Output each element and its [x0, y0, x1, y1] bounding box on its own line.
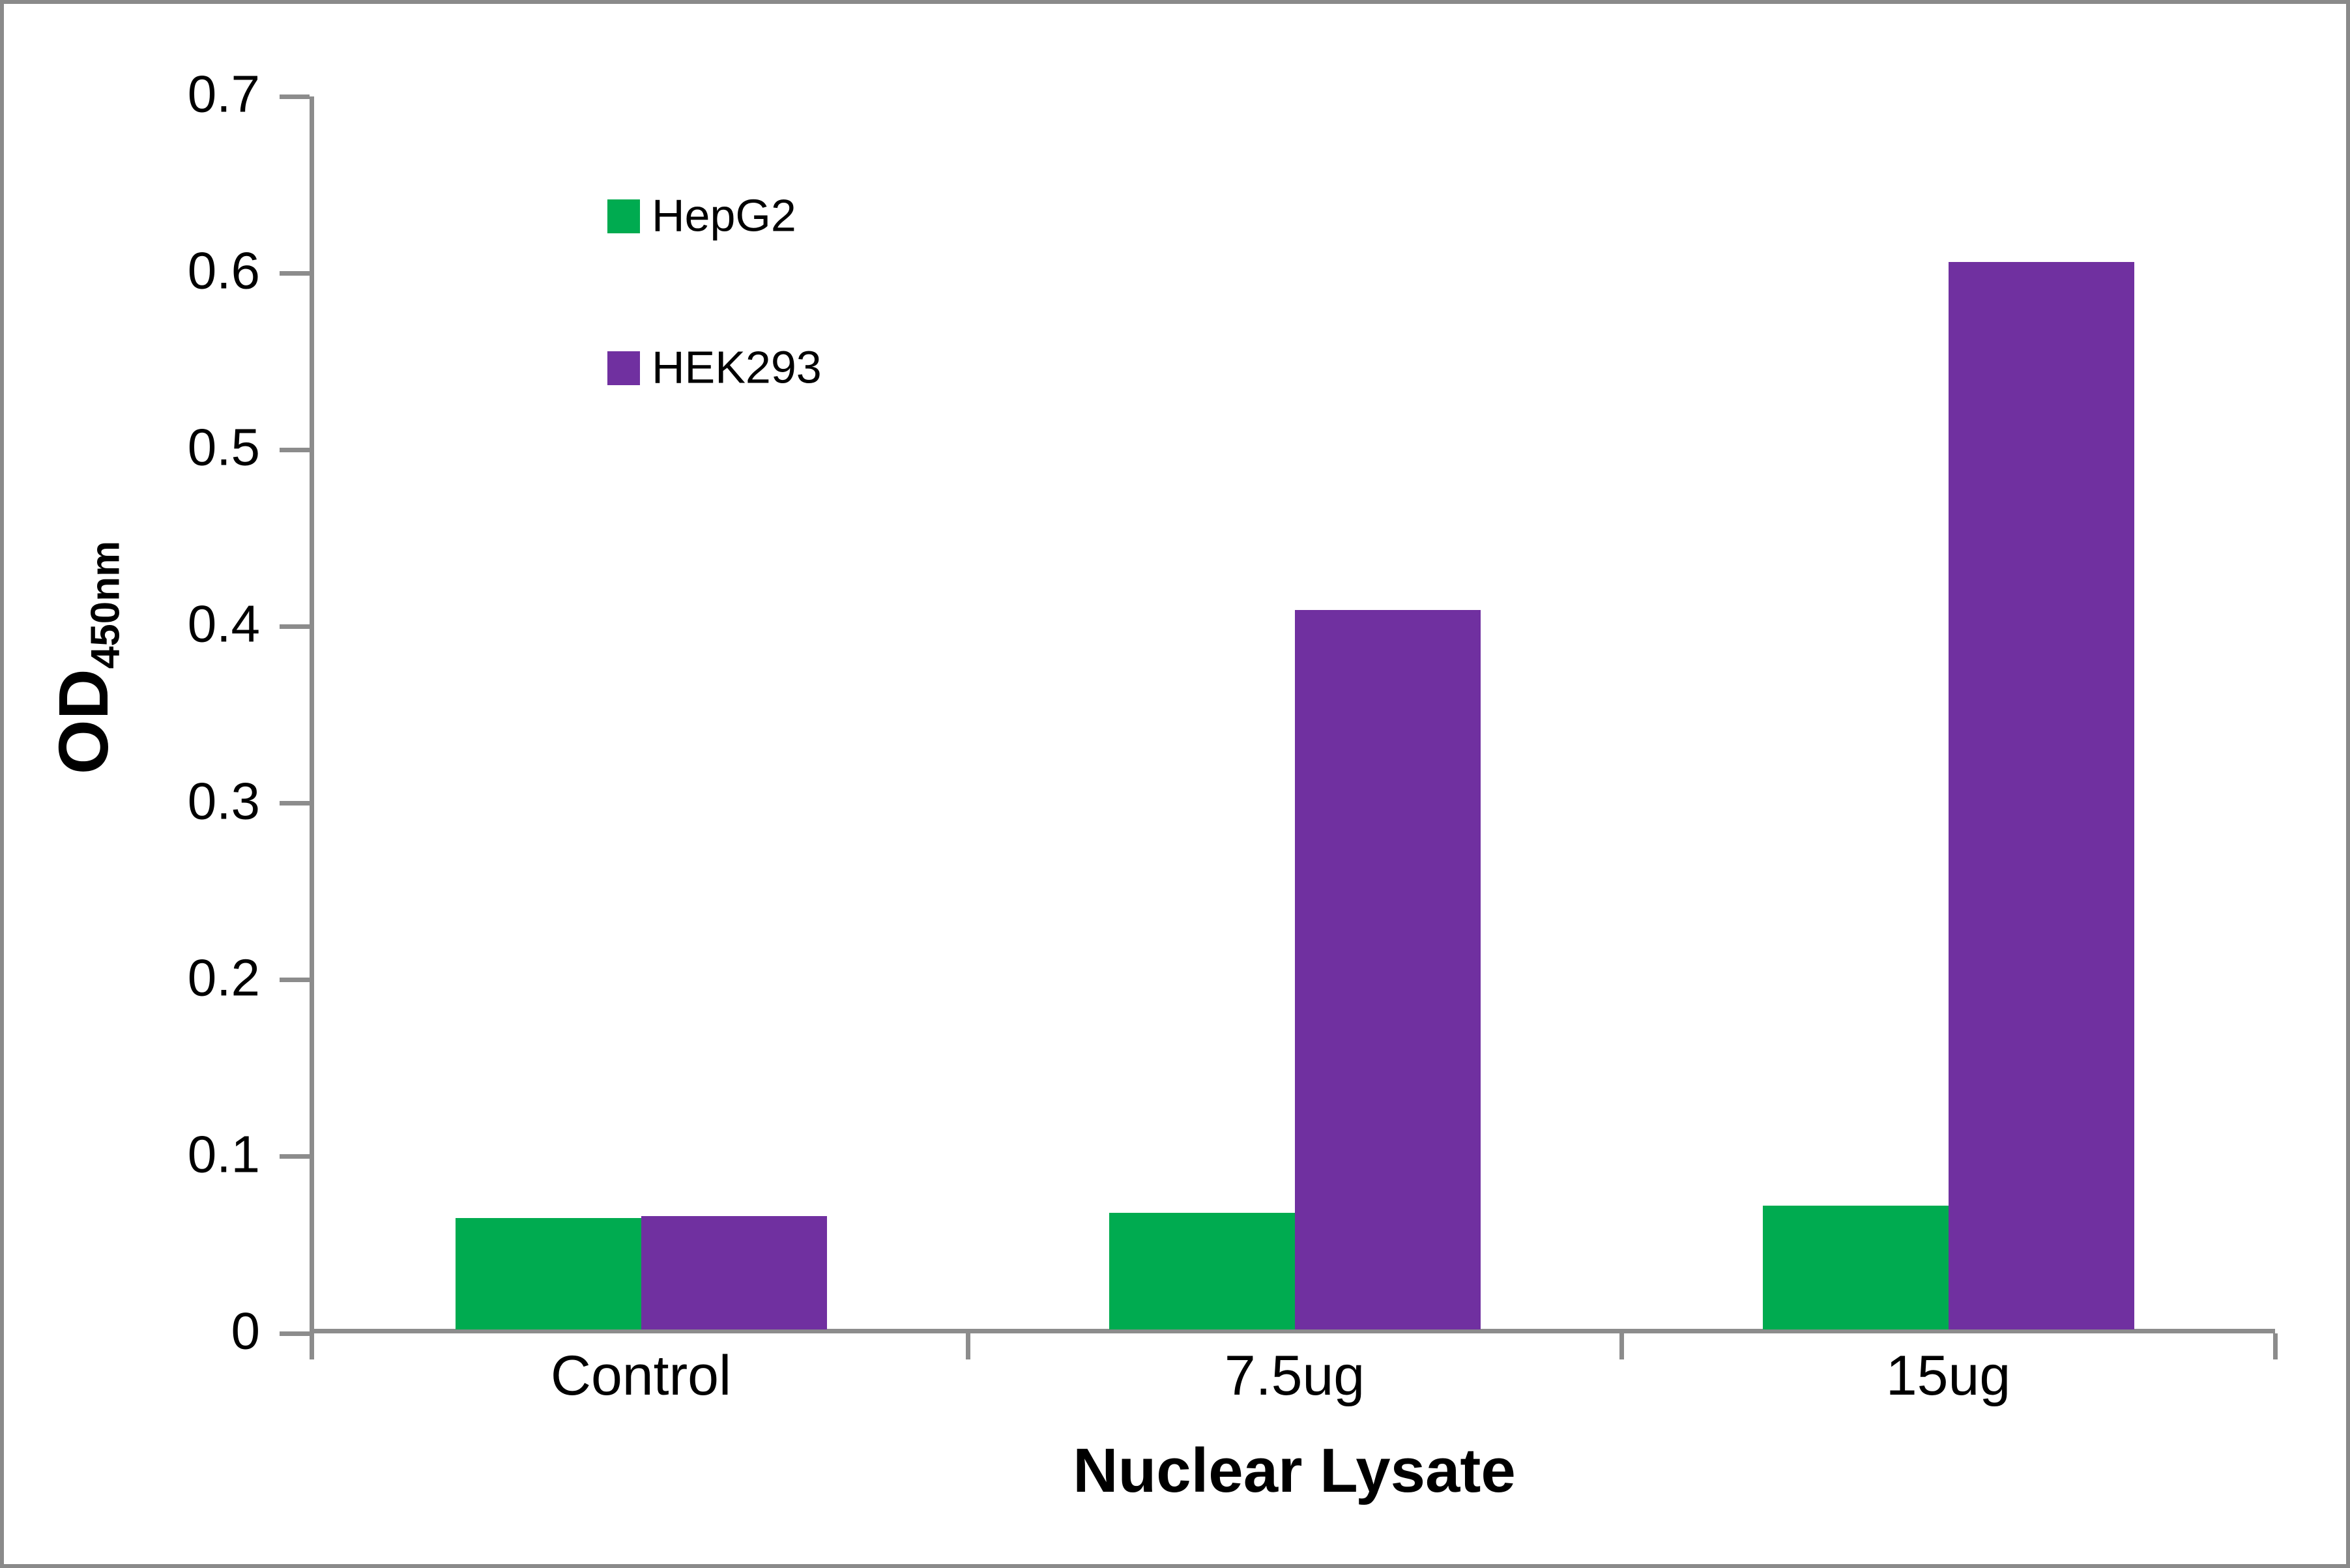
y-axis-title-main: OD: [44, 669, 123, 775]
x-tick-boundary-3: [2272, 1333, 2278, 1359]
y-tick-0.4: [280, 624, 310, 629]
y-tick-0.2: [280, 978, 310, 983]
x-axis-title: Nuclear Lysate: [1073, 1436, 1516, 1505]
x-tick-boundary-2: [1619, 1333, 1624, 1359]
y-tick-0.3: [280, 801, 310, 806]
bar-hepg2-control: [456, 1218, 641, 1329]
y-tick-0.5: [280, 447, 310, 452]
y-tick-label-0.1: 0.1: [187, 1125, 260, 1183]
bar-hek293-15ug: [1949, 262, 2134, 1329]
legend-swatch-hepg2: [607, 199, 640, 233]
legend-label-hepg2: HepG2: [652, 190, 796, 241]
x-category-label-15ug: 15ug: [1885, 1344, 2011, 1407]
bar-hepg2-7.5ug: [1109, 1213, 1295, 1329]
x-tick-boundary-1: [965, 1333, 970, 1359]
legend-item-hepg2: HepG2: [607, 190, 881, 240]
y-tick-0.1: [280, 1154, 310, 1159]
y-tick-label-0.5: 0.5: [187, 418, 260, 476]
bar-hepg2-15ug: [1763, 1206, 1949, 1329]
x-category-label-7.5ug: 7.5ug: [1224, 1344, 1365, 1407]
x-axis-line: [310, 1329, 2275, 1333]
y-axis-line: [310, 96, 314, 1359]
y-tick-0.7: [280, 94, 310, 99]
legend-swatch-hek293: [607, 351, 640, 385]
y-tick-0: [280, 1331, 310, 1336]
x-category-label-control: Control: [550, 1344, 732, 1407]
legend-item-hek293: HEK293: [607, 341, 881, 392]
bar-hek293-7.5ug: [1295, 610, 1481, 1329]
y-tick-label-0.4: 0.4: [187, 594, 260, 653]
y-tick-0.6: [280, 270, 310, 276]
y-tick-label-0.3: 0.3: [187, 771, 260, 830]
y-tick-label-0.6: 0.6: [187, 241, 260, 300]
bar-hek293-control: [641, 1216, 827, 1329]
y-tick-label-0.2: 0.2: [187, 948, 260, 1007]
legend-label-hek293: HEK293: [652, 341, 822, 393]
y-tick-label-0.7: 0.7: [187, 65, 260, 123]
y-tick-label-0: 0: [231, 1301, 261, 1360]
